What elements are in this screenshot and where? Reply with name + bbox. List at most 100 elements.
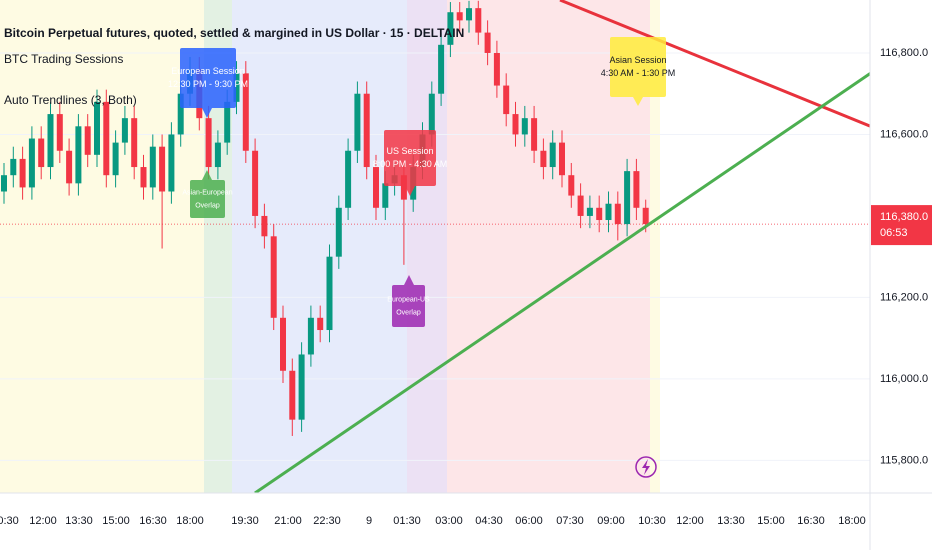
candle-body (280, 317, 286, 371)
candle-body (475, 8, 482, 33)
annotation-text: 4:30 AM - 1:30 PM (601, 68, 676, 78)
candle-body (103, 101, 110, 176)
x-tick-label: 12:00 (29, 515, 57, 527)
chart-title: Bitcoin Perpetual futures, quoted, settl… (4, 26, 464, 40)
x-tick-label: 04:30 (475, 515, 503, 527)
candle-body (28, 138, 35, 188)
candle-body (84, 126, 91, 155)
candles (1, 0, 649, 436)
indicator-label: BTC Trading Sessions (4, 52, 123, 66)
resistance-trendline (559, 0, 888, 135)
x-tick-label: 22:30 (313, 515, 341, 527)
time-axis (0, 493, 870, 550)
annotation-text: 12:30 PM - 9:30 PM (168, 79, 248, 89)
y-tick-label: 115,800.0 (880, 454, 928, 466)
candle-body (484, 32, 491, 53)
candle-body (298, 354, 305, 420)
annotations: European Session 12:30 PM - 9:30 PM Asian-… (168, 37, 675, 327)
candle-body (1, 175, 7, 192)
candle-body (261, 215, 268, 237)
candle-body (242, 73, 249, 151)
grid (0, 52, 870, 461)
annotation-box (190, 180, 225, 218)
candle-body (624, 171, 631, 225)
annotation-pointer (405, 186, 415, 196)
candle-body (456, 12, 463, 21)
y-tick-label: 116,200.0 (880, 291, 928, 303)
annotation-box (180, 48, 236, 108)
candle-body (10, 158, 17, 176)
candle-body (289, 370, 296, 420)
annotation-box (392, 285, 425, 327)
annotation-text: Overlap (396, 309, 421, 316)
annotation-text: Asian-European (182, 189, 232, 196)
candle-body (447, 12, 454, 45)
indicator-label: Auto Trendlines (3, Both) (4, 93, 137, 107)
x-tick-label: 12:00 (676, 515, 704, 527)
candle-body (549, 142, 556, 168)
candle-body (642, 207, 649, 225)
candle-body (270, 236, 277, 318)
candle-body (614, 203, 621, 225)
candle-body (205, 118, 212, 168)
candle-body (586, 207, 593, 216)
candle-body (214, 142, 221, 168)
candle-body (354, 93, 361, 151)
annotation-text: Overlap (195, 202, 220, 209)
candle-body (382, 183, 389, 208)
candle-body (252, 150, 259, 216)
countdown-label: 06:53 (880, 227, 908, 239)
candle-body (233, 73, 240, 102)
x-tick-label: 13:30 (65, 515, 93, 527)
candle-body (47, 114, 54, 168)
candle-body (540, 150, 547, 168)
candle-body (307, 317, 314, 355)
candle-body (531, 118, 538, 151)
candle-body (559, 142, 565, 176)
candle-body (363, 93, 370, 168)
candle-body (19, 158, 26, 188)
candle-body (121, 118, 128, 143)
candle-body (493, 52, 500, 86)
x-tick-label: 15:00 (757, 515, 785, 527)
axes: 116,800.0 116,600.0 116,200.0 116,000.0 115,… (0, 47, 932, 527)
candle-body (400, 175, 407, 200)
annotation-box (610, 37, 666, 97)
x-tick-label: 15:00 (102, 515, 130, 527)
x-tick-label: 07:30 (556, 515, 584, 527)
candle-body (159, 146, 166, 192)
candle-body (596, 207, 603, 221)
candle-body (568, 175, 575, 196)
candle-body (605, 203, 612, 221)
lightning-icon (635, 456, 657, 478)
annotation-box (384, 130, 436, 186)
candle-body (112, 142, 119, 176)
x-tick-label: 06:00 (515, 515, 543, 527)
annotation-text: US Session (386, 146, 433, 156)
candle-body (38, 138, 45, 168)
y-tick-label: 116,000.0 (880, 373, 928, 385)
candle-body (345, 150, 352, 208)
last-price-box (871, 205, 932, 246)
annotation-pointer (404, 275, 414, 285)
candle-body (633, 171, 640, 208)
candle-body (577, 195, 584, 216)
candle-body (131, 118, 138, 168)
candle-body (168, 134, 175, 192)
candle-body (224, 101, 231, 143)
annotation-text: European-US (387, 296, 430, 303)
x-tick-label: 18:00 (176, 515, 204, 527)
candle-body (438, 44, 445, 94)
asian-session-bg (0, 0, 204, 493)
annotation-pointer (202, 108, 212, 118)
european-session-bg (232, 0, 407, 493)
candle-body (335, 207, 342, 257)
candle-body (373, 167, 379, 208)
x-tick-label: 01:30 (393, 515, 421, 527)
x-tick-label: 10:30 (0, 515, 19, 527)
candle-body (521, 118, 528, 135)
x-tick-label: 9 (366, 515, 372, 527)
x-tick-label: 19:30 (231, 515, 259, 527)
candle-body (177, 93, 184, 135)
support-trendline (254, 60, 888, 495)
